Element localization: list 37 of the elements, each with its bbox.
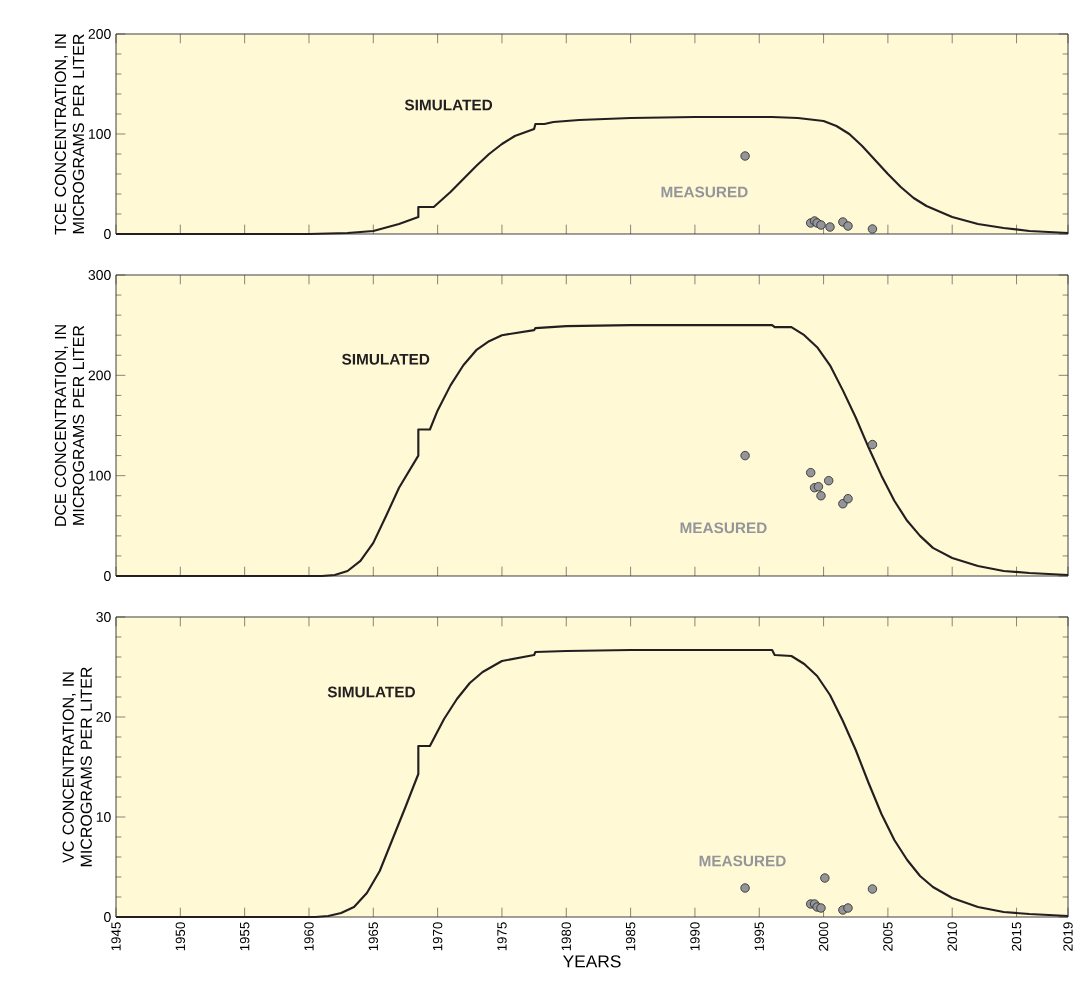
text: MEASURED [680,522,767,534]
x-tick-label: 1945 [111,922,121,951]
y-axis-title: DCE CONCENTRATION, IN MICROGRAMS PER LITER [54,325,85,526]
y-tick-label: 200 [88,29,111,39]
x-tick-label: 2010 [947,922,957,951]
x-tick-label: 1950 [175,922,186,951]
series-label: MEASURED [699,855,786,867]
y-tick-label: 30 [96,612,111,622]
y-tick-label: 300 [88,270,111,280]
series-label: MEASURED [661,186,748,198]
y-tick-label: 100 [89,129,111,139]
x-tick-label: 1975 [497,922,507,951]
y-tick-label: 200 [88,370,111,381]
x-tick-label: 2015 [1011,922,1022,951]
x-tick-label: 2000 [818,922,829,951]
y-tick-label: 100 [89,470,111,481]
x-tick-label: 1970 [432,922,443,951]
x-tick-label: 1960 [304,922,314,951]
text: SIMULATED [404,99,493,111]
y-tick-label: 0 [104,912,111,922]
text: SIMULATED [327,686,415,698]
x-tick-label: 1965 [368,922,379,951]
series-label: SIMULATED [342,353,430,365]
x-tick-label: 1985 [625,922,636,951]
x-tick-label: 1980 [561,922,571,951]
y-tick-label: 0 [104,571,111,581]
x-tick-label: 1955 [239,922,250,951]
x-tick-label: 1990 [690,922,700,951]
y-tick-label: 20 [96,712,111,722]
y-axis-title: VC CONCENTRATION, IN MICROGRAMS PER LITER [62,667,92,867]
y-axis-title: TCE CONCENTRATION, IN MICROGRAMS PER LITER [54,34,85,235]
y-tick-label: 0 [104,229,111,239]
x-tick-label: 1995 [754,922,764,951]
y-tick-label: 10 [96,812,111,822]
x-tick-label: 2005 [883,922,893,951]
x-axis-title: YEARS [563,955,621,968]
x-tick-label: 2019 [1063,922,1073,951]
